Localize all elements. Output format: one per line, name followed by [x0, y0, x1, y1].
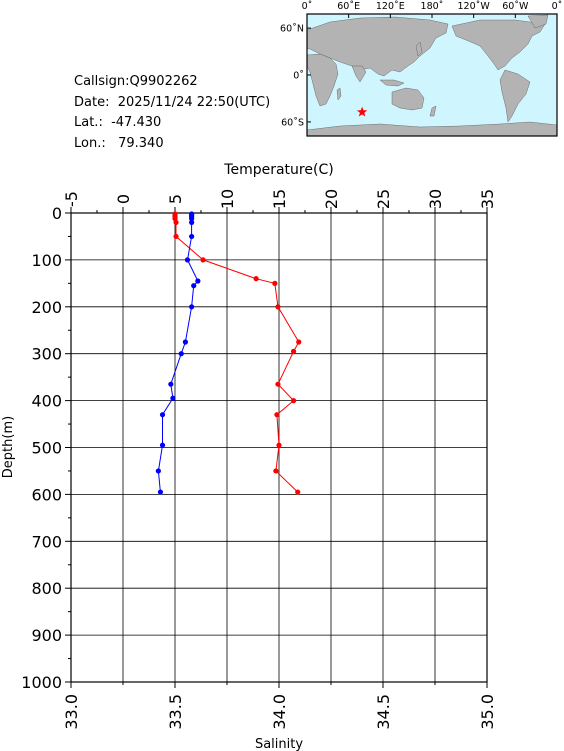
- salinity-data-point: [155, 468, 161, 474]
- chart-grid: [71, 213, 487, 682]
- salinity-data-point: [189, 304, 195, 310]
- temperature-tick-label: 25: [374, 189, 393, 209]
- salinity-tick-label: 34.0: [270, 694, 289, 730]
- depth-tick-label: 900: [31, 626, 62, 645]
- map-ticks: [306, 14, 558, 123]
- temperature-tick-label: 0: [114, 194, 133, 204]
- temperature-data-point: [200, 257, 206, 263]
- temperature-data-point: [276, 442, 282, 448]
- callsign-label: Callsign:Q9902262: [74, 74, 198, 89]
- temperature-data-point: [273, 468, 279, 474]
- depth-tick-label: 200: [31, 298, 62, 317]
- temperature-data-point: [296, 339, 302, 345]
- map-lon-label: 120˚W: [458, 1, 491, 12]
- temperature-data-point: [275, 304, 281, 310]
- map-lon-label: 60˚W: [502, 1, 529, 12]
- map-lon-label: 60˚E: [337, 1, 360, 12]
- map-lon-label: 180˚: [421, 1, 444, 12]
- latitude-label: Lat.: -47.430: [74, 115, 162, 130]
- longitude-label: Lon.: 79.340: [74, 135, 164, 151]
- temperature-tick-label: 10: [218, 189, 237, 209]
- salinity-data-point: [157, 489, 164, 495]
- map-lat-label: 0˚: [293, 71, 304, 82]
- map-lat-label: 60˚S: [281, 117, 304, 128]
- temperature-tick-label: 30: [426, 189, 445, 209]
- depth-tick-label: 1000: [21, 673, 62, 692]
- temperature-data-point: [253, 276, 259, 282]
- salinity-data-point: [182, 339, 188, 345]
- greenland-landmass: [527, 14, 549, 29]
- salinity-data-point: [189, 219, 195, 225]
- australia-landmass: [391, 87, 425, 111]
- map-lat-label: 60˚N: [280, 24, 304, 35]
- salinity-data-point: [195, 278, 201, 284]
- new-zealand-landmass: [429, 105, 437, 117]
- depth-tick-label: 800: [31, 579, 62, 598]
- location-map: 0˚ 60˚E 120˚E 180˚ 120˚W 60˚W 0˚ 60˚N 0˚ 60˚S: [280, 1, 562, 137]
- float-info: Callsign:Q9902262 Date: 2025/11/24 22:50…: [74, 72, 270, 154]
- salinity-data-point: [159, 412, 166, 418]
- salinity-data-point: [191, 283, 197, 289]
- date-label: Date: 2025/11/24 22:50(UTC): [74, 94, 271, 110]
- salinity-axis-title: Salinity: [255, 737, 303, 751]
- temperature-tick-label: 35: [478, 189, 497, 209]
- salinity-data-point: [184, 257, 191, 263]
- temperature-data-point: [295, 489, 301, 495]
- salinity-tick-label: 33.5: [166, 694, 185, 730]
- salinity-data-point: [189, 216, 195, 222]
- salinity-data-point: [168, 381, 174, 387]
- chart-series: [155, 211, 302, 495]
- map-lon-label: 0˚: [552, 1, 563, 12]
- map-lon-label: 120˚E: [376, 1, 405, 12]
- madagascar-landmass: [336, 87, 342, 101]
- temperature-data-point: [275, 381, 281, 387]
- south-america-landmass: [499, 69, 531, 123]
- salinity-tick-label: 34.5: [374, 694, 393, 730]
- depth-tick-label: 400: [31, 392, 62, 411]
- indonesia-landmass: [379, 79, 405, 87]
- salinity-data-point: [170, 395, 176, 401]
- depth-axis-title: Depth(m): [1, 416, 16, 478]
- depth-tick-label: 0: [52, 204, 62, 223]
- depth-tick-label: 300: [31, 345, 62, 364]
- salinity-data-point: [159, 442, 166, 448]
- temperature-data-point: [173, 219, 179, 225]
- salinity-tick-label: 35.0: [478, 694, 497, 730]
- temperature-data-point: [290, 348, 297, 354]
- star-icon: [356, 106, 368, 117]
- india-landmass: [351, 65, 367, 83]
- salinity-tick-label: 33.0: [62, 694, 81, 730]
- depth-tick-label: 500: [31, 439, 62, 458]
- temperature-data-point: [290, 398, 297, 404]
- temperature-profile-line: [174, 213, 300, 493]
- map-lon-label: 0˚: [302, 1, 313, 12]
- salinity-data-point: [189, 233, 195, 240]
- africa-landmass: [306, 53, 339, 107]
- temperature-tick-label: 5: [166, 194, 185, 204]
- temperature-data-point: [274, 412, 280, 418]
- map-labels: 0˚ 60˚E 120˚E 180˚ 120˚W 60˚W 0˚ 60˚N 0˚ 60˚S: [280, 1, 562, 128]
- temperature-data-point: [173, 233, 179, 240]
- salinity-profile-line: [157, 213, 199, 493]
- temperature-data-point: [272, 280, 278, 286]
- temperature-tick-label: -5: [62, 191, 81, 207]
- depth-tick-label: 700: [31, 532, 62, 551]
- depth-tick-label: 600: [31, 485, 62, 504]
- temperature-tick-label: 20: [322, 189, 341, 209]
- depth-tick-label: 100: [31, 251, 62, 270]
- map-land: [306, 14, 558, 137]
- salinity-data-point: [178, 351, 184, 357]
- temperature-axis-title: Temperature(C): [223, 162, 333, 178]
- temperature-tick-label: 15: [270, 189, 289, 209]
- japan-landmass: [415, 41, 423, 57]
- chart-ticks: [65, 207, 488, 688]
